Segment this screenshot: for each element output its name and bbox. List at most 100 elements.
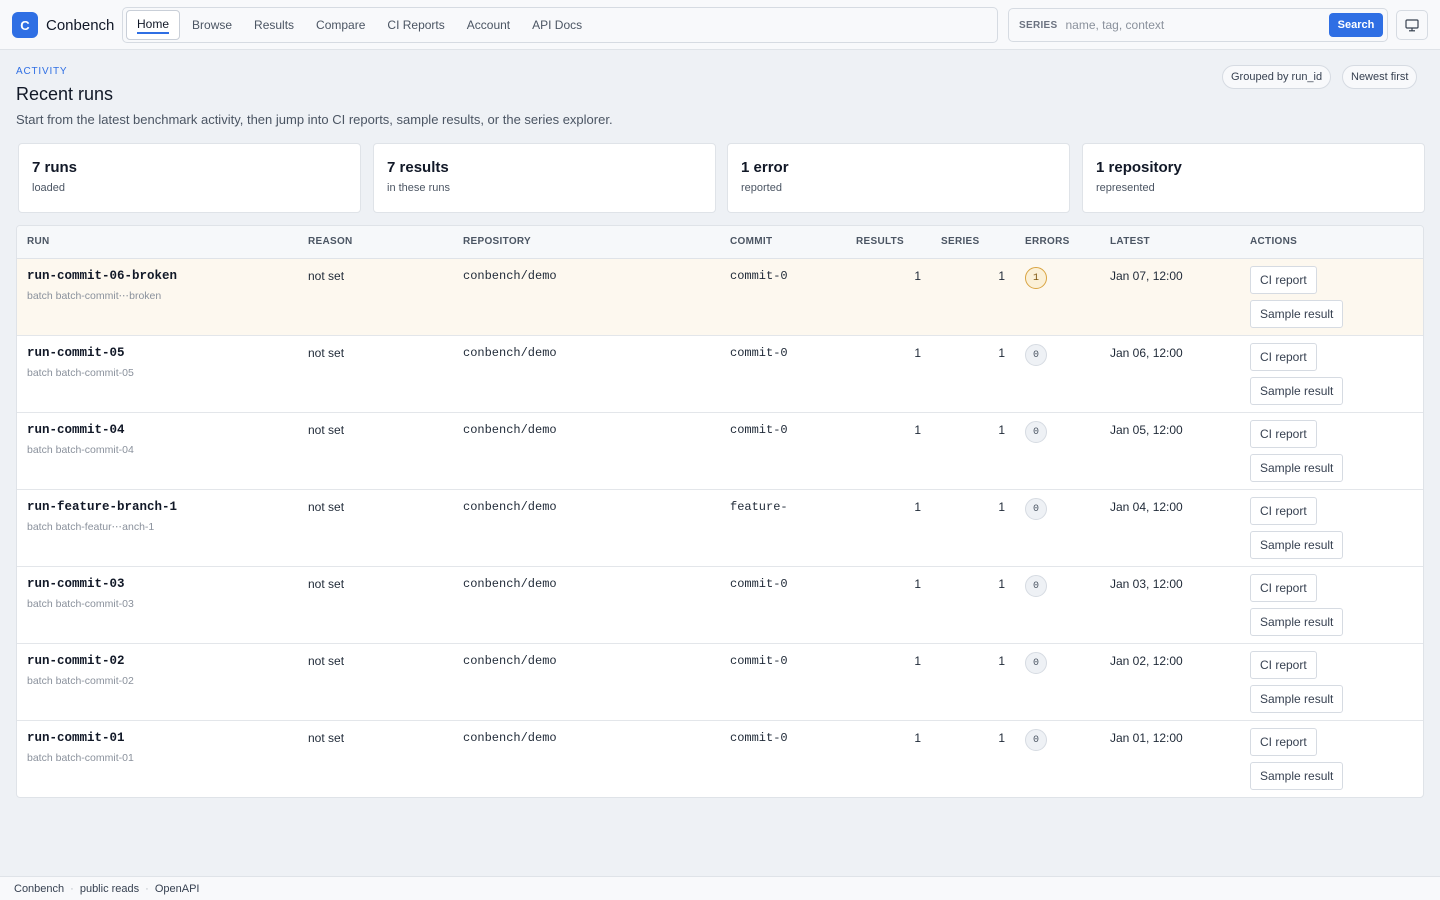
run-repository: conbench/demo: [463, 346, 557, 360]
run-commit: commit-0: [730, 423, 788, 437]
run-id-link[interactable]: run-commit-05: [27, 346, 125, 360]
brand[interactable]: C Conbench: [12, 12, 114, 38]
sample-result-button[interactable]: Sample result: [1250, 531, 1344, 559]
monitor-icon: [1405, 18, 1419, 31]
runs-table: RUN REASON REPOSITORY COMMIT RESULTS SER…: [16, 225, 1424, 798]
top-bar: C Conbench Home Browse Results Compare C…: [0, 0, 1440, 50]
nav-item-browse[interactable]: Browse: [192, 18, 233, 32]
series-search: SERIES Search: [1008, 8, 1388, 42]
search-input[interactable]: [1065, 13, 1324, 37]
ci-report-button[interactable]: CI report: [1250, 266, 1317, 294]
table-row: run-commit-06-broken batch batch-commit⋯…: [17, 259, 1423, 336]
error-count-badge: 1: [1025, 267, 1047, 289]
run-id-link[interactable]: run-commit-02: [27, 654, 125, 668]
run-repository: conbench/demo: [463, 269, 557, 283]
stat-value: 1 error: [741, 159, 789, 176]
column-header-results: RESULTS: [856, 236, 905, 247]
sample-result-button[interactable]: Sample result: [1250, 608, 1344, 636]
run-commit: commit-0: [730, 346, 788, 360]
run-batch: batch batch-featur⋯anch-1: [27, 521, 155, 533]
error-count-badge: 0: [1025, 652, 1047, 674]
grouping-chip[interactable]: Grouped by run_id: [1222, 65, 1332, 89]
column-header-commit: COMMIT: [730, 236, 773, 247]
nav-item-account[interactable]: Account: [466, 18, 511, 32]
run-id-link[interactable]: run-commit-04: [27, 423, 125, 437]
run-commit: commit-0: [730, 269, 788, 283]
run-results-count: 1: [914, 500, 921, 514]
nav-item-results[interactable]: Results: [254, 18, 295, 32]
run-reason: not set: [308, 346, 345, 360]
run-latest: Jan 01, 12:00: [1110, 731, 1183, 745]
run-series-count: 1: [998, 654, 1005, 668]
sample-result-button[interactable]: Sample result: [1250, 300, 1344, 328]
column-header-latest: LATEST: [1110, 236, 1150, 247]
run-reason: not set: [308, 577, 345, 591]
nav-item-label: Home: [137, 17, 170, 34]
run-commit: commit-0: [730, 654, 788, 668]
run-latest: Jan 02, 12:00: [1110, 654, 1183, 668]
page-subtitle: Start from the latest benchmark activity…: [16, 112, 613, 127]
sort-chip[interactable]: Newest first: [1342, 65, 1418, 89]
run-results-count: 1: [914, 269, 921, 283]
error-count-badge: 0: [1025, 344, 1047, 366]
footer-openapi-link[interactable]: OpenAPI: [154, 882, 200, 895]
sample-result-button[interactable]: Sample result: [1250, 454, 1344, 482]
nav-item-ci-reports[interactable]: CI Reports: [387, 18, 445, 32]
run-id-link[interactable]: run-commit-03: [27, 577, 125, 591]
run-repository: conbench/demo: [463, 577, 557, 591]
sample-result-button[interactable]: Sample result: [1250, 762, 1344, 790]
run-id-link[interactable]: run-commit-06-broken: [27, 269, 178, 283]
run-results-count: 1: [914, 346, 921, 360]
run-id-link[interactable]: run-feature-branch-1: [27, 500, 178, 514]
run-results-count: 1: [914, 654, 921, 668]
ci-report-button[interactable]: CI report: [1250, 497, 1317, 525]
brand-logo: C: [12, 12, 38, 38]
ci-report-button[interactable]: CI report: [1250, 574, 1317, 602]
stat-card-repositories: 1 repository represented: [1082, 143, 1425, 213]
nav-item-api-docs[interactable]: API Docs: [532, 18, 583, 32]
ci-report-button[interactable]: CI report: [1250, 420, 1317, 448]
stat-card-errors: 1 error reported: [727, 143, 1070, 213]
run-commit: commit-0: [730, 577, 788, 591]
run-series-count: 1: [998, 423, 1005, 437]
run-series-count: 1: [998, 500, 1005, 514]
error-count-badge: 0: [1025, 575, 1047, 597]
run-repository: conbench/demo: [463, 500, 557, 514]
run-results-count: 1: [914, 577, 921, 591]
run-reason: not set: [308, 500, 345, 514]
column-header-errors: ERRORS: [1025, 236, 1070, 247]
display-toggle-button[interactable]: [1396, 10, 1428, 40]
run-series-count: 1: [998, 269, 1005, 283]
nav-item-compare[interactable]: Compare: [316, 18, 366, 32]
footer: Conbench · public reads · OpenAPI: [0, 876, 1440, 900]
run-repository: conbench/demo: [463, 731, 557, 745]
run-reason: not set: [308, 731, 345, 745]
run-reason: not set: [308, 423, 345, 437]
table-row: run-commit-01 batch batch-commit-01 not …: [17, 721, 1423, 797]
run-results-count: 1: [914, 731, 921, 745]
ci-report-button[interactable]: CI report: [1250, 728, 1317, 756]
stat-label: loaded: [32, 182, 66, 194]
main-nav: Home Browse Results Compare CI Reports A…: [122, 7, 998, 43]
run-reason: not set: [308, 654, 345, 668]
ci-report-button[interactable]: CI report: [1250, 651, 1317, 679]
stat-card-runs: 7 runs loaded: [18, 143, 361, 213]
run-latest: Jan 05, 12:00: [1110, 423, 1183, 437]
run-repository: conbench/demo: [463, 423, 557, 437]
table-row: run-commit-03 batch batch-commit-03 not …: [17, 567, 1423, 644]
sample-result-button[interactable]: Sample result: [1250, 377, 1344, 405]
stat-label: in these runs: [387, 182, 450, 194]
column-header-reason: REASON: [308, 236, 353, 247]
ci-report-button[interactable]: CI report: [1250, 343, 1317, 371]
table-row: run-feature-branch-1 batch batch-featur⋯…: [17, 490, 1423, 567]
run-id-link[interactable]: run-commit-01: [27, 731, 125, 745]
run-batch: batch batch-commit⋯broken: [27, 290, 162, 302]
brand-name: Conbench: [46, 16, 115, 34]
sample-result-button[interactable]: Sample result: [1250, 685, 1344, 713]
run-commit: commit-0: [730, 731, 788, 745]
nav-item-home[interactable]: Home: [126, 10, 181, 40]
search-button[interactable]: Search: [1329, 13, 1383, 37]
stat-label: reported: [741, 182, 782, 194]
run-results-count: 1: [914, 423, 921, 437]
run-reason: not set: [308, 269, 345, 283]
